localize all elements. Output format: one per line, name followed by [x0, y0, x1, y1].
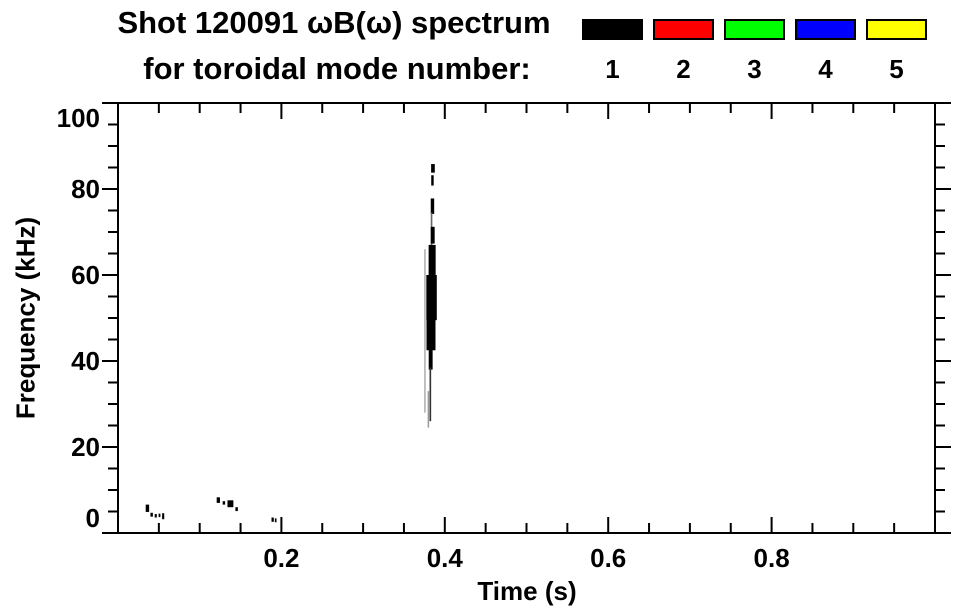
legend-swatch-n2	[653, 19, 714, 40]
data-segment	[222, 501, 226, 505]
legend-item-n3: 3	[724, 19, 785, 84]
legend-swatch-n5	[866, 19, 927, 40]
legend-item-n1: 1	[582, 19, 643, 84]
data-segment	[274, 518, 277, 523]
y-tick-label: 60	[71, 260, 100, 290]
data-segment	[145, 504, 150, 512]
legend-label-n4: 4	[818, 54, 833, 84]
x-tick-label: 0.6	[590, 543, 627, 573]
legend-item-n4: 4	[795, 19, 856, 84]
plot-border	[117, 102, 936, 534]
data-segment	[428, 244, 436, 278]
data-segment	[430, 226, 435, 244]
legend-label-n1: 1	[605, 54, 620, 84]
data-segment	[154, 514, 157, 518]
x-tick-label: 0.4	[426, 543, 463, 573]
y-tick-label: 100	[56, 103, 100, 133]
legend-swatch-n4	[795, 19, 856, 40]
data-segment	[271, 517, 274, 522]
data-segment	[431, 175, 434, 186]
legend-swatch-n3	[724, 19, 785, 40]
data-segment	[227, 500, 234, 508]
y-tick-label: 40	[71, 346, 100, 376]
data-segment	[158, 513, 161, 518]
y-tick-label: 20	[71, 432, 100, 462]
data-segment	[426, 315, 436, 351]
chart-title: Shot 120091 ωB(ω) spectrum	[117, 5, 551, 40]
data-segment	[430, 198, 435, 214]
data-segment	[426, 275, 437, 321]
legend-label-n2: 2	[676, 54, 691, 84]
legend-item-n2: 2	[653, 19, 714, 84]
data-segment	[431, 164, 435, 173]
x-tick-label: 0.2	[263, 543, 300, 573]
data-segment	[216, 497, 220, 503]
legend-label-n5: 5	[889, 54, 904, 84]
x-tick-label: 0.8	[753, 543, 790, 573]
chart-subtitle: for toroidal mode number:	[143, 51, 531, 86]
data-segment	[429, 367, 432, 422]
y-tick-label: 0	[85, 503, 100, 533]
data-segment	[162, 513, 165, 520]
data-segment	[150, 512, 153, 517]
legend: 1 2 3 4 5	[582, 19, 927, 84]
x-axis-title: Time (s)	[477, 576, 577, 606]
data-segment	[235, 507, 238, 512]
data-segment	[428, 345, 433, 370]
data-segment	[427, 391, 430, 428]
legend-item-n5: 5	[866, 19, 927, 84]
legend-swatch-n1	[582, 19, 643, 40]
legend-label-n3: 3	[747, 54, 762, 84]
data-segment	[424, 249, 426, 413]
y-tick-label: 80	[71, 174, 100, 204]
